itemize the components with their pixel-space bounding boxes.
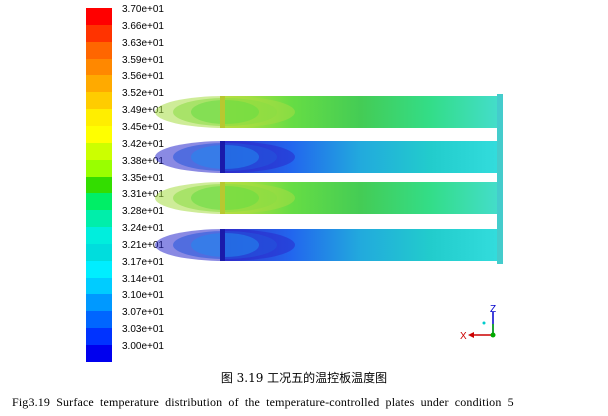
colorbar-tick-label: 3.00e+01 xyxy=(122,341,164,352)
colorbar-swatch xyxy=(86,24,112,42)
colorbar-tick-label: 3.10e+01 xyxy=(122,290,164,302)
colorbar-tick-label: 3.63e+01 xyxy=(122,37,164,49)
colorbar-tick-label: 3.66e+01 xyxy=(122,20,164,32)
colorbar-swatch xyxy=(86,8,112,25)
colorbar-swatch xyxy=(86,92,112,110)
colorbar-tick-label: 3.49e+01 xyxy=(122,105,164,117)
colorbar-tick-label: 3.42e+01 xyxy=(122,138,164,150)
colorbar-swatch xyxy=(86,227,112,245)
colorbar-swatch xyxy=(86,210,112,228)
colorbar-tick-label: 3.45e+01 xyxy=(122,121,164,133)
x-axis-label: X xyxy=(460,331,467,342)
z-axis-label: Z xyxy=(490,304,496,315)
colorbar-swatch xyxy=(86,41,112,59)
x-axis-arrowhead xyxy=(468,332,474,338)
colorbar-tick-label: 3.07e+01 xyxy=(122,307,164,319)
colorbar-swatch xyxy=(86,58,112,76)
colorbar-swatch xyxy=(86,176,112,194)
colorbar-tick-label: 3.56e+01 xyxy=(122,71,164,83)
colorbar-tick-label: 3.70e+01 xyxy=(122,4,164,15)
colorbar-tick-label: 3.28e+01 xyxy=(122,206,164,218)
axis-triad: X Z xyxy=(460,304,496,342)
colorbar-swatch xyxy=(86,277,112,295)
colorbar-tick-label: 3.14e+01 xyxy=(122,273,164,285)
colorbar-tick-label: 3.31e+01 xyxy=(122,189,164,201)
plate-inlet-edge xyxy=(220,96,225,128)
colorbar-swatch xyxy=(86,193,112,211)
colorbar-swatch xyxy=(86,159,112,177)
colorbar-swatch xyxy=(86,125,112,143)
colorbar-tick-label: 3.17e+01 xyxy=(122,256,164,268)
plate-inlet-edge xyxy=(220,229,225,261)
colorbar-swatch xyxy=(86,109,112,127)
colorbar-tick-label: 3.21e+01 xyxy=(122,239,164,251)
colorbar-swatch xyxy=(86,243,112,261)
triad-marker xyxy=(482,321,486,325)
right-manifold xyxy=(497,94,503,264)
colorbar-tick-label: 3.03e+01 xyxy=(122,324,164,336)
figure-caption-chinese: 图 3.19 工况五的温控板温度图 xyxy=(220,371,388,385)
figure-caption-english: Fig3.19 Surface temperature distribution… xyxy=(12,395,514,409)
colorbar-tick-label: 3.38e+01 xyxy=(122,155,164,167)
colorbar-swatch xyxy=(86,260,112,278)
plate-inlet-edge xyxy=(220,182,225,214)
colorbar-swatch xyxy=(86,142,112,160)
colorbar-swatch xyxy=(86,75,112,93)
colorbar-swatch xyxy=(86,328,112,346)
colorbar-swatch xyxy=(86,294,112,312)
colorbar-tick-label: 3.24e+01 xyxy=(122,223,164,235)
plate-inlet-edge xyxy=(220,141,225,173)
colorbar-tick-label: 3.52e+01 xyxy=(122,88,164,100)
colorbar-tick-label: 3.35e+01 xyxy=(122,172,164,184)
colorbar-tick-label: 3.59e+01 xyxy=(122,54,164,66)
colorbar-swatch xyxy=(86,311,112,329)
colorbar-swatch xyxy=(86,345,112,362)
triad-origin xyxy=(490,332,496,338)
